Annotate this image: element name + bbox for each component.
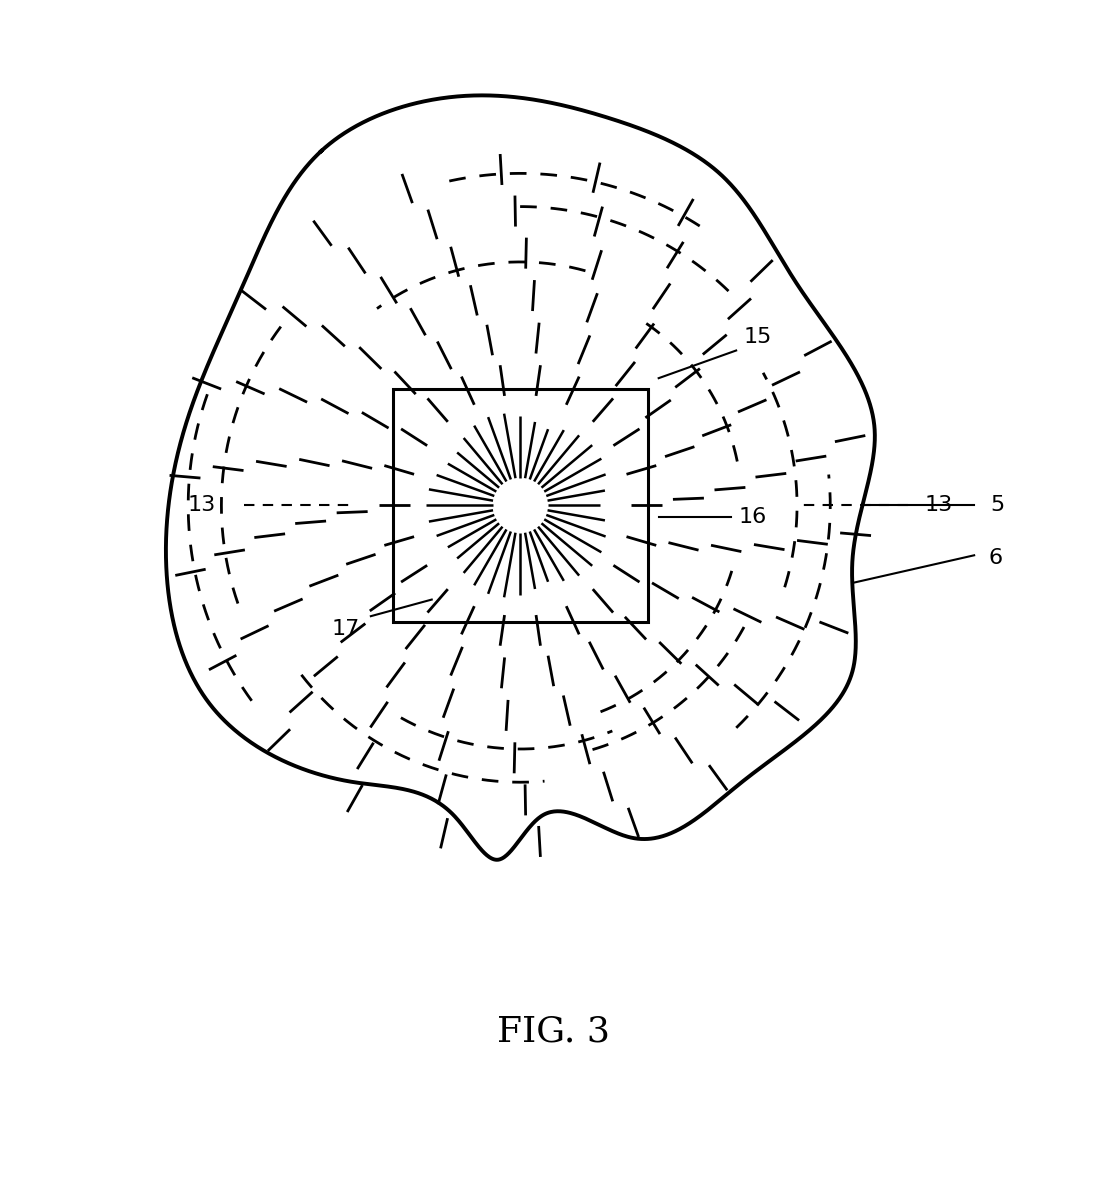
Text: 15: 15: [744, 327, 773, 347]
Text: 17: 17: [331, 619, 360, 639]
Text: FIG. 3: FIG. 3: [497, 1015, 610, 1049]
Text: 13: 13: [924, 496, 953, 516]
Bar: [393, 390, 648, 621]
Text: 5: 5: [991, 496, 1005, 516]
Text: 13: 13: [187, 496, 216, 516]
Text: 16: 16: [738, 506, 767, 526]
Text: 6: 6: [989, 547, 1003, 567]
